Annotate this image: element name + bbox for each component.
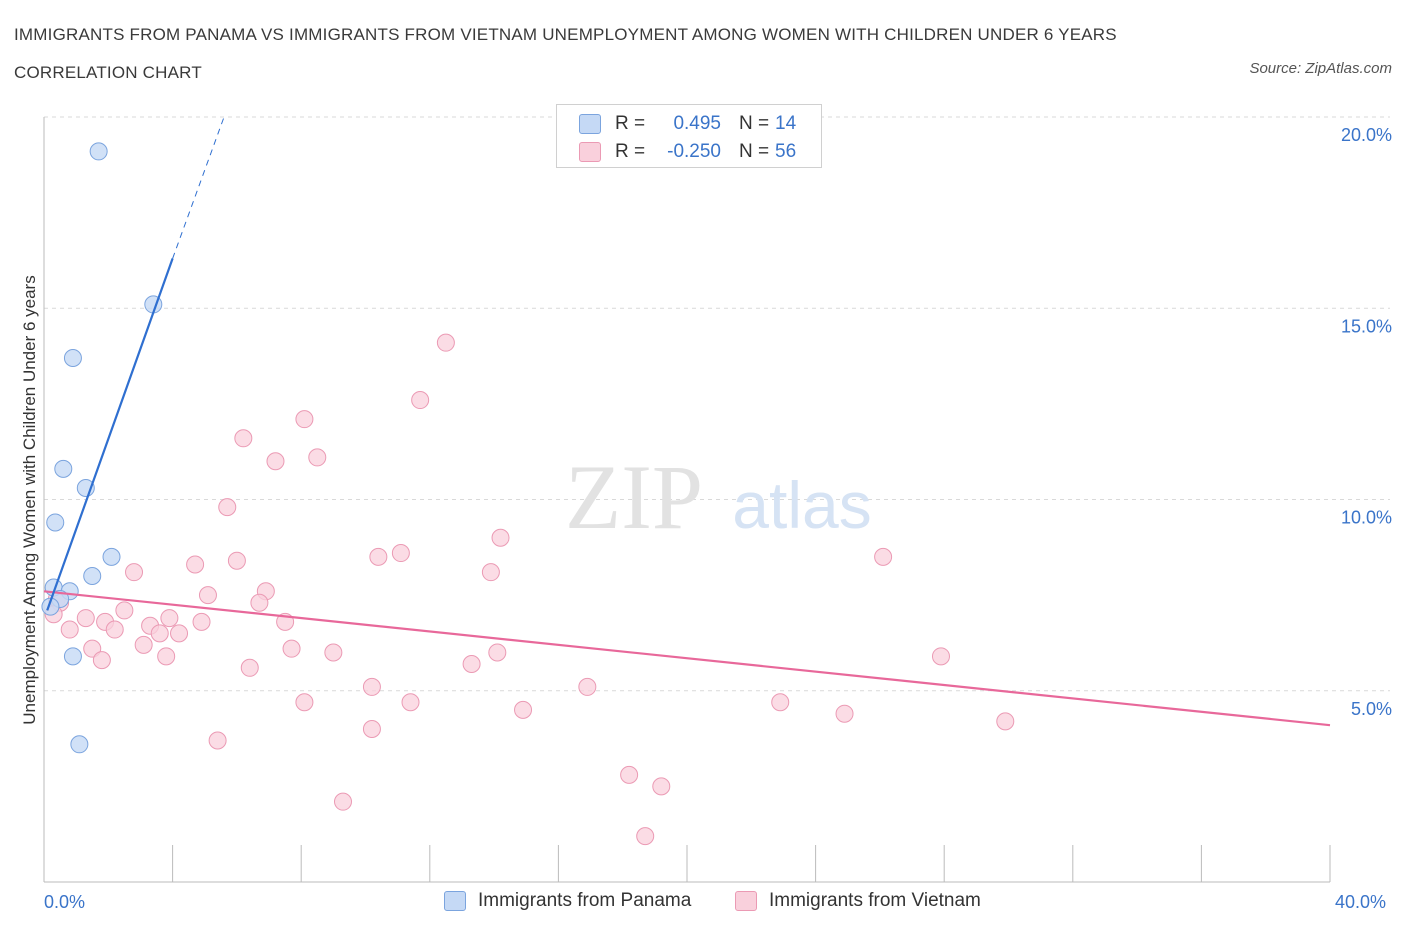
vietnam-point xyxy=(266,452,285,471)
y-tick-label: 10.0% xyxy=(1341,508,1392,528)
vietnam-point xyxy=(198,586,217,605)
vietnam-point xyxy=(282,639,301,658)
panama-legend-label: Immigrants from Panama xyxy=(478,890,692,911)
vietnam-point xyxy=(105,620,124,639)
r-value: -0.250 xyxy=(667,141,721,162)
panama-point xyxy=(89,142,108,161)
panama-swatch xyxy=(579,114,601,134)
n-value: 56 xyxy=(775,141,797,162)
vietnam-point xyxy=(160,609,179,628)
panama-point xyxy=(46,513,65,532)
vietnam-point xyxy=(578,677,597,696)
vietnam-point xyxy=(186,555,205,574)
vietnam-point xyxy=(636,827,655,846)
watermark-atlas: atlas xyxy=(732,468,871,542)
n-label: N = xyxy=(739,141,770,162)
vietnam-point xyxy=(362,720,381,738)
vietnam-legend-swatch xyxy=(735,891,757,911)
panama-legend-swatch xyxy=(444,891,466,911)
vietnam-point xyxy=(996,712,1015,731)
vietnam-point xyxy=(250,593,269,612)
vietnam-point xyxy=(76,609,95,628)
r-label: R = xyxy=(615,113,646,134)
r-label: R = xyxy=(615,141,646,162)
panama-point xyxy=(54,459,73,478)
vietnam-point xyxy=(481,563,500,582)
vietnam-point xyxy=(192,612,211,631)
vietnam-point xyxy=(436,333,455,352)
vietnam-point xyxy=(92,651,111,670)
vietnam-point xyxy=(208,731,227,750)
y-tick-label: 15.0% xyxy=(1341,316,1392,336)
vietnam-point xyxy=(125,563,144,582)
y-tick-label: 5.0% xyxy=(1351,699,1392,719)
vietnam-point xyxy=(227,551,246,570)
vietnam-swatch xyxy=(579,142,601,162)
vietnam-point xyxy=(874,547,893,566)
vietnam-point xyxy=(333,792,352,811)
panama-point xyxy=(41,597,60,616)
vietnam-point xyxy=(620,765,639,784)
series-legend: Immigrants from Panama Immigrants from V… xyxy=(0,890,1406,916)
vietnam-point xyxy=(491,528,510,547)
source-label: Source: ZipAtlas.com xyxy=(1249,60,1392,77)
legend-item-panama: Immigrants from Panama xyxy=(444,890,691,912)
vietnam-point xyxy=(295,693,314,712)
vietnam-point xyxy=(60,620,79,639)
r-value: 0.495 xyxy=(673,113,721,134)
vietnam-point xyxy=(391,544,410,563)
n-label: N = xyxy=(739,113,770,134)
vietnam-point xyxy=(157,647,176,666)
vietnam-point xyxy=(931,647,950,666)
y-tick-label: 20.0% xyxy=(1341,125,1392,145)
vietnam-point xyxy=(771,693,790,712)
legend-row-panama: R = 0.495 N = 14 xyxy=(579,112,796,136)
vietnam-point xyxy=(401,693,420,712)
vietnam-point xyxy=(488,643,507,662)
panama-trendline-extension xyxy=(172,116,225,259)
panama-point xyxy=(70,735,89,754)
vietnam-point xyxy=(170,624,189,643)
correlation-legend: R = 0.495 N = 14 R = -0.250 N = 56 xyxy=(556,104,822,168)
panama-trendline xyxy=(46,258,174,611)
vietnam-point xyxy=(652,777,671,796)
vietnam-point xyxy=(411,391,430,410)
vietnam-point xyxy=(362,677,381,696)
chart-title: IMMIGRANTS FROM PANAMA VS IMMIGRANTS FRO… xyxy=(14,25,1117,82)
vietnam-point xyxy=(369,547,388,566)
legend-item-vietnam: Immigrants from Vietnam xyxy=(735,890,981,912)
x-axis-max-label: 40.0% xyxy=(1335,892,1387,912)
vietnam-point xyxy=(462,654,481,673)
vietnam-point xyxy=(308,448,327,467)
vietnam-point xyxy=(234,429,253,448)
vietnam-point xyxy=(295,410,314,429)
vietnam-trendline xyxy=(43,590,1331,727)
vietnam-point xyxy=(83,639,102,658)
vietnam-point xyxy=(324,643,343,662)
panama-point xyxy=(83,567,102,585)
vietnam-point xyxy=(835,704,854,723)
vietnam-point xyxy=(150,624,169,643)
panama-point xyxy=(63,348,82,367)
panama-point xyxy=(102,547,121,566)
vietnam-point xyxy=(514,700,533,719)
x-axis-min-label: 0.0% xyxy=(44,892,86,912)
vietnam-point xyxy=(218,498,237,517)
n-value: 14 xyxy=(775,113,797,134)
legend-row-vietnam: R = -0.250 N = 56 xyxy=(579,140,796,164)
watermark-zip: ZIP xyxy=(565,446,703,548)
vietnam-legend-label: Immigrants from Vietnam xyxy=(769,890,981,911)
vietnam-point xyxy=(240,658,259,677)
panama-point xyxy=(63,647,82,666)
vietnam-point xyxy=(134,635,153,654)
vietnam-point xyxy=(115,601,134,620)
